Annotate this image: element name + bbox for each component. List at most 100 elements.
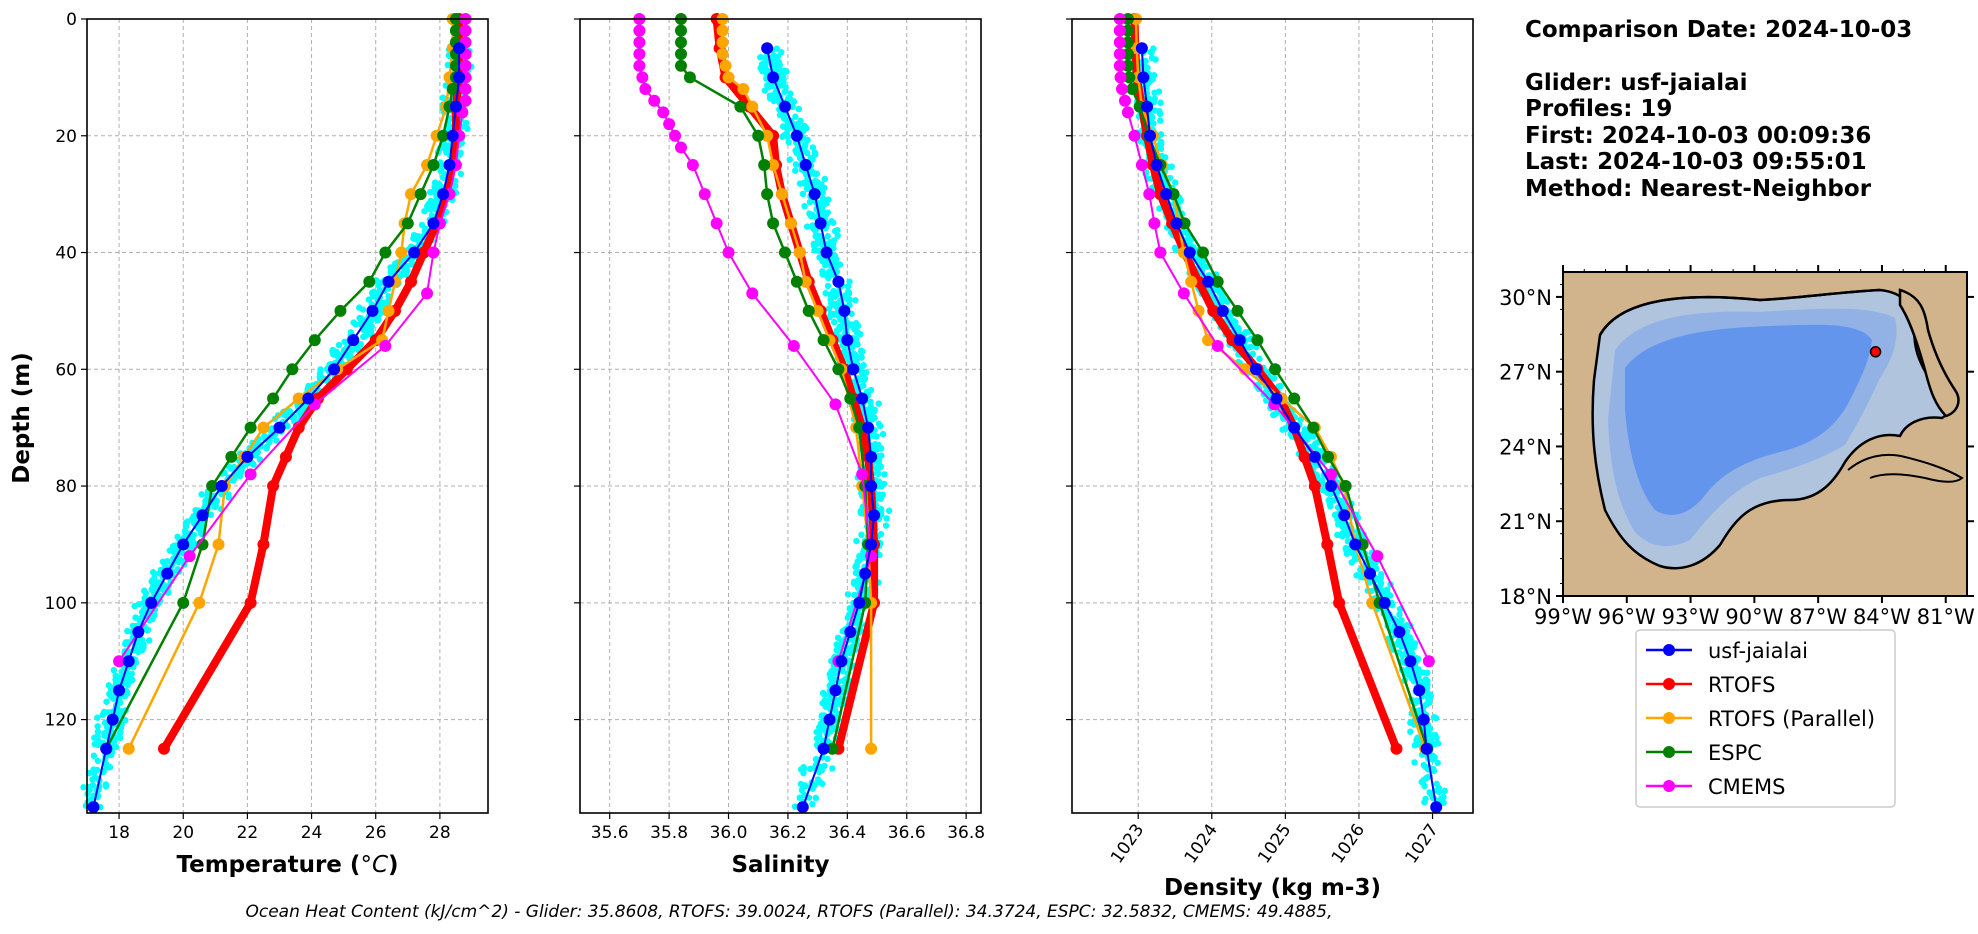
glider-scatter-point: [116, 734, 124, 742]
series-point: [1430, 801, 1443, 814]
series-point: [1114, 71, 1127, 84]
series-point: [1363, 567, 1376, 580]
glider-scatter-point: [841, 677, 848, 684]
series-point: [636, 71, 649, 84]
series-point: [761, 188, 774, 201]
glider-scatter-point: [875, 420, 883, 428]
glider-scatter-point: [778, 69, 785, 76]
series-point: [716, 24, 729, 37]
glider-scatter-point: [816, 239, 823, 246]
glider-scatter-point: [1247, 343, 1254, 351]
map-gulf-deep: [1625, 324, 1872, 515]
glider-scatter-point: [815, 778, 822, 785]
glider-scatter-point: [94, 741, 102, 749]
glider-scatter-point: [458, 140, 466, 147]
glider-scatter-point: [810, 242, 818, 249]
temperature-panel: 18 20 22 24 26 28 0 20 40 60 80 100 120 Temperature (…: [45, 10, 489, 878]
glider-scatter-point: [140, 599, 147, 607]
glider-scatter-point: [346, 351, 353, 358]
series-point: [1338, 509, 1351, 522]
series-point: [177, 596, 190, 609]
glider-scatter-point: [827, 674, 834, 682]
legend-item: RTOFS: [1646, 673, 1775, 697]
series-point: [1269, 363, 1282, 376]
series-point: [106, 713, 119, 726]
series-point: [328, 363, 341, 376]
y-tick-label: 100: [45, 594, 77, 614]
glider-scatter-point: [1270, 374, 1278, 382]
series-point: [366, 304, 379, 317]
glider-scatter-point: [1256, 355, 1263, 363]
glider-scatter-point: [91, 734, 98, 741]
series-point: [674, 59, 687, 72]
glider-scatter-point: [102, 781, 110, 788]
glider-scatter-point: [80, 784, 87, 791]
glider-scatter-point: [1282, 424, 1289, 432]
paren: ): [388, 852, 399, 878]
glider-scatter-point: [834, 232, 841, 239]
glider-scatter-point: [856, 553, 863, 560]
glider-scatter-point: [764, 82, 771, 89]
x-tick-label: 18: [108, 823, 130, 843]
glider-scatter-point: [1403, 622, 1410, 629]
series-point: [1288, 421, 1301, 434]
glider-scatter-point: [832, 258, 839, 265]
glider-scatter-point: [761, 60, 768, 67]
glider-scatter-point: [1426, 789, 1433, 796]
glider-scatter-point: [238, 467, 245, 475]
glider-scatter-point: [87, 796, 94, 803]
series-point: [865, 538, 878, 551]
series-point: [206, 480, 219, 493]
glider-scatter-point: [778, 49, 785, 56]
glider-scatter-point: [1319, 487, 1327, 494]
glider-scatter-point: [1377, 571, 1385, 578]
series-line-cmems: [1118, 19, 1430, 662]
series-point: [758, 158, 771, 171]
series-point: [1324, 480, 1337, 493]
series-point: [746, 100, 759, 113]
glider-scatter-point: [99, 711, 106, 719]
glider-scatter-point: [122, 639, 130, 646]
lon-label: 81°W: [1917, 605, 1975, 629]
glider-scatter-point: [834, 634, 842, 641]
legend-item: RTOFS (Parallel): [1646, 707, 1875, 731]
glider-scatter-point: [1249, 350, 1257, 358]
glider-scatter-point: [819, 268, 826, 275]
series-point: [734, 100, 747, 113]
series-point: [286, 363, 299, 376]
info-text: Comparison Date: 2024-10-03 Glider: usf-…: [1525, 17, 1912, 202]
glider-scatter-point: [398, 270, 406, 277]
glider-scatter-point: [94, 728, 102, 735]
series-point: [1321, 538, 1334, 551]
series-point: [746, 287, 759, 300]
lon-label: 96°W: [1598, 605, 1656, 629]
first-time: First: 2024-10-03 00:09:36: [1525, 123, 1871, 149]
glider-scatter-point: [809, 144, 817, 151]
series-point: [1211, 275, 1224, 288]
degree-c: °C: [360, 852, 388, 878]
glider-scatter-point: [774, 97, 781, 104]
glider-scatter-point: [1421, 799, 1428, 806]
glider-scatter-point: [1407, 728, 1414, 735]
glider-scatter-point: [1149, 76, 1156, 83]
series-point: [196, 509, 209, 522]
map-florida: [1898, 288, 1960, 418]
series-point: [1308, 450, 1321, 463]
glider-scatter-point: [806, 198, 814, 206]
glider-scatter-point: [816, 768, 823, 776]
glider-scatter-point: [808, 168, 815, 175]
series-point: [1298, 450, 1311, 463]
glider-scatter-point: [356, 314, 363, 322]
glider-scatter-point: [858, 354, 865, 361]
series-point: [427, 246, 440, 259]
series-point: [832, 363, 845, 376]
plot-frame: [1071, 18, 1474, 814]
glider-scatter-point: [138, 636, 146, 644]
glider-scatter-point: [1433, 787, 1440, 794]
glider-scatter-point: [112, 672, 119, 679]
glider-scatter-point: [335, 341, 343, 349]
glider-scatter-point: [404, 267, 411, 274]
series-point: [132, 626, 145, 639]
glider-scatter-point: [284, 422, 291, 430]
glider-scatter-point: [1431, 740, 1438, 748]
